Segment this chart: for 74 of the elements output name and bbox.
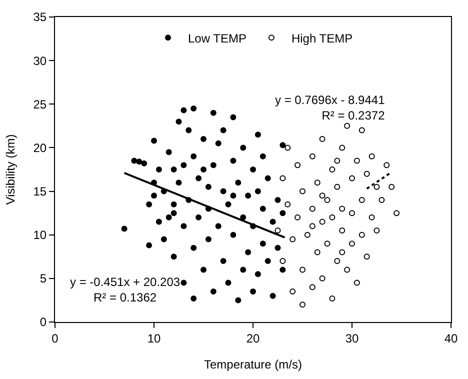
point	[358, 197, 365, 203]
point	[300, 188, 306, 194]
point	[329, 166, 336, 172]
point	[304, 232, 310, 238]
point	[319, 192, 326, 199]
y-tick-label: 10	[33, 228, 47, 242]
point	[388, 184, 395, 190]
point	[309, 284, 316, 290]
y-tick-label: 30	[33, 54, 47, 68]
x-axis-title: Temperature (m/s)	[204, 357, 302, 372]
point	[324, 197, 330, 203]
point	[349, 240, 355, 247]
point	[314, 180, 320, 186]
point	[368, 153, 375, 160]
y-tick-label: 5	[40, 272, 47, 286]
point	[334, 184, 340, 190]
point	[329, 295, 336, 302]
point	[339, 249, 346, 256]
annotation: y = -0.451x + 20.203 R² = 0.1362	[70, 275, 180, 305]
point	[344, 266, 350, 273]
legend-label: High TEMP	[291, 31, 353, 46]
point	[349, 210, 355, 216]
legend-label: Low TEMP	[188, 31, 246, 46]
point	[368, 214, 375, 220]
point	[354, 158, 360, 164]
point	[364, 254, 370, 260]
x-tick-label: 20	[246, 331, 260, 346]
point	[300, 266, 306, 273]
point	[294, 162, 301, 168]
point	[349, 175, 355, 182]
point	[334, 158, 340, 164]
point	[319, 218, 326, 225]
point	[294, 214, 301, 220]
point	[290, 288, 296, 294]
y-tick-label: 20	[33, 140, 47, 155]
point	[358, 127, 365, 134]
point	[284, 144, 291, 151]
x-tick-label: 30	[345, 331, 359, 346]
point	[290, 236, 296, 242]
y-tick-label: 15	[33, 184, 47, 198]
point	[309, 223, 316, 230]
point	[309, 153, 316, 160]
point	[344, 122, 350, 129]
y-tick-label: 25	[33, 97, 47, 112]
y-tick-label: 35	[33, 10, 47, 24]
x-tick-label: 0	[52, 331, 59, 346]
point	[280, 258, 286, 264]
point	[334, 258, 340, 264]
point	[358, 232, 365, 238]
point	[339, 228, 346, 234]
point	[319, 136, 326, 142]
point	[314, 249, 320, 256]
point	[384, 162, 390, 168]
point	[300, 302, 306, 308]
point	[374, 228, 380, 234]
x-tick-label: 10	[147, 331, 161, 346]
point	[378, 197, 385, 203]
point	[339, 144, 346, 151]
point	[319, 275, 326, 282]
point	[394, 210, 400, 216]
point	[354, 280, 360, 286]
y-tick-label: 0	[40, 315, 47, 330]
point	[280, 175, 286, 182]
point	[274, 228, 281, 234]
point	[309, 206, 316, 212]
point	[364, 170, 370, 177]
point	[324, 240, 330, 247]
x-tick-label: 40	[444, 331, 458, 346]
point	[339, 206, 346, 212]
point	[329, 214, 336, 220]
point	[284, 201, 291, 208]
y-axis-title: Visibility (km)	[4, 134, 18, 205]
annotation: y = 0.7696x - 8.9441 R² = 0.2372	[275, 93, 386, 123]
point	[374, 184, 380, 190]
